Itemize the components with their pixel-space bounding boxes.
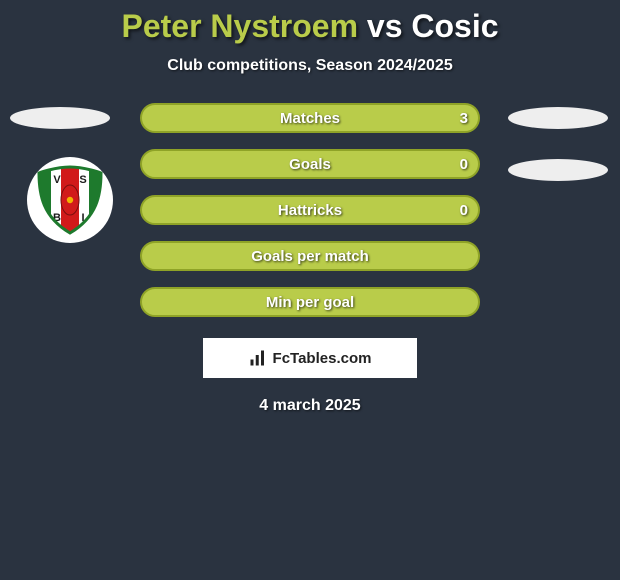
root: Peter Nystroem vs Cosic Club competition… bbox=[0, 0, 620, 415]
bars-icon bbox=[249, 349, 267, 367]
stat-label: Min per goal bbox=[266, 294, 354, 311]
title-player1: Peter Nystroem bbox=[121, 8, 358, 44]
page-title: Peter Nystroem vs Cosic bbox=[121, 8, 498, 45]
stats-area: V S B I Matches 3 Goals 0 Hattricks 0 Goals pe… bbox=[0, 103, 620, 317]
left-club-crest-container: V S B I bbox=[27, 157, 113, 243]
svg-text:S: S bbox=[79, 174, 86, 186]
stat-value-right: 0 bbox=[460, 202, 468, 219]
title-player2: Cosic bbox=[411, 8, 498, 44]
brand-text: FcTables.com bbox=[273, 350, 372, 367]
stat-label: Matches bbox=[280, 110, 340, 127]
right-ellipse-2 bbox=[508, 159, 608, 181]
stat-row: Goals per match bbox=[140, 241, 480, 271]
club-crest: V S B I bbox=[35, 165, 105, 235]
stat-row: Hattricks 0 bbox=[140, 195, 480, 225]
stat-row: Min per goal bbox=[140, 287, 480, 317]
stat-row: Matches 3 bbox=[140, 103, 480, 133]
left-ellipse bbox=[10, 107, 110, 129]
stat-row: Goals 0 bbox=[140, 149, 480, 179]
title-vs: vs bbox=[367, 8, 403, 44]
date: 4 march 2025 bbox=[259, 397, 360, 415]
stat-label: Goals per match bbox=[251, 248, 369, 265]
stat-value-right: 3 bbox=[460, 110, 468, 127]
right-ellipse-1 bbox=[508, 107, 608, 129]
stat-label: Hattricks bbox=[278, 202, 342, 219]
subtitle: Club competitions, Season 2024/2025 bbox=[167, 57, 452, 75]
svg-text:V: V bbox=[53, 174, 61, 186]
stats-list: Matches 3 Goals 0 Hattricks 0 Goals per match M… bbox=[140, 103, 480, 317]
stat-value-right: 0 bbox=[460, 156, 468, 173]
brand-footer[interactable]: FcTables.com bbox=[202, 337, 418, 379]
stat-label: Goals bbox=[289, 156, 331, 173]
crest-svg: V S B I bbox=[35, 165, 105, 235]
